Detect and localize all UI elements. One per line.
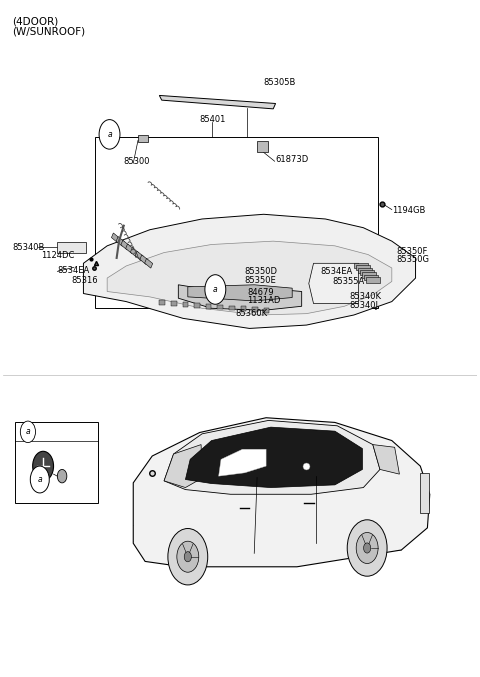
- Circle shape: [168, 529, 208, 585]
- Bar: [206, 304, 211, 309]
- Bar: [366, 278, 380, 283]
- Circle shape: [205, 275, 226, 304]
- Bar: [362, 272, 376, 278]
- Polygon shape: [203, 435, 257, 477]
- Text: 85355A: 85355A: [333, 277, 365, 286]
- Bar: [354, 263, 368, 268]
- Bar: [257, 141, 267, 152]
- Bar: [358, 267, 372, 273]
- Bar: [57, 242, 86, 253]
- Bar: [264, 308, 269, 313]
- Bar: [217, 305, 223, 309]
- Text: 85340B: 85340B: [12, 242, 45, 252]
- Text: a: a: [107, 130, 112, 139]
- Bar: [182, 302, 188, 307]
- Circle shape: [356, 533, 378, 563]
- Bar: [138, 135, 148, 141]
- Bar: [356, 265, 370, 270]
- Bar: [240, 307, 246, 311]
- Polygon shape: [188, 285, 292, 301]
- Circle shape: [177, 541, 199, 572]
- Text: a: a: [37, 475, 42, 484]
- Polygon shape: [159, 95, 276, 109]
- Bar: [96, 137, 378, 308]
- Polygon shape: [107, 241, 392, 315]
- Text: 1131AD: 1131AD: [247, 297, 280, 305]
- Bar: [144, 259, 153, 268]
- Polygon shape: [185, 427, 362, 487]
- Text: 85350E: 85350E: [245, 276, 276, 284]
- Text: 85305B: 85305B: [264, 77, 296, 87]
- Circle shape: [347, 520, 387, 576]
- Bar: [252, 307, 258, 312]
- Text: 85350F: 85350F: [396, 246, 428, 256]
- Polygon shape: [179, 285, 301, 310]
- Circle shape: [33, 452, 54, 481]
- Polygon shape: [164, 420, 380, 494]
- Bar: [14, 422, 97, 503]
- Text: 85340K: 85340K: [349, 292, 381, 301]
- Text: 61873D: 61873D: [276, 156, 309, 165]
- Text: 8534EA: 8534EA: [321, 267, 353, 276]
- Bar: [131, 248, 138, 257]
- Text: (4DOOR): (4DOOR): [12, 16, 59, 26]
- Bar: [420, 473, 429, 513]
- Text: 85316: 85316: [72, 276, 98, 284]
- Bar: [111, 233, 120, 242]
- Polygon shape: [309, 263, 359, 303]
- Bar: [116, 236, 124, 246]
- Polygon shape: [84, 215, 416, 328]
- Text: a: a: [25, 427, 30, 437]
- Bar: [135, 251, 143, 261]
- Text: 85300: 85300: [124, 157, 150, 166]
- Circle shape: [99, 120, 120, 149]
- Bar: [194, 303, 200, 307]
- Bar: [140, 255, 148, 265]
- Text: (W/SUNROOF): (W/SUNROOF): [12, 27, 85, 37]
- Circle shape: [20, 421, 36, 443]
- Bar: [171, 301, 177, 306]
- Polygon shape: [373, 445, 399, 474]
- Text: 84679: 84679: [247, 288, 274, 297]
- Circle shape: [363, 543, 371, 553]
- Circle shape: [30, 466, 49, 493]
- Text: 85401: 85401: [200, 115, 226, 124]
- Text: 85340J: 85340J: [349, 301, 378, 310]
- Text: 8534EA: 8534EA: [57, 265, 90, 274]
- Bar: [229, 305, 235, 310]
- Text: a: a: [213, 285, 217, 294]
- Bar: [121, 240, 129, 250]
- Text: 1124DC: 1124DC: [41, 251, 74, 261]
- Text: 85350D: 85350D: [245, 267, 278, 276]
- Circle shape: [184, 552, 192, 562]
- Circle shape: [57, 469, 67, 483]
- Bar: [159, 300, 165, 305]
- Polygon shape: [219, 450, 266, 476]
- Polygon shape: [164, 445, 202, 487]
- Bar: [126, 244, 134, 254]
- Text: 85350G: 85350G: [396, 255, 430, 264]
- Text: 85360K: 85360K: [235, 309, 267, 318]
- Polygon shape: [258, 433, 316, 477]
- Bar: [360, 270, 374, 276]
- Polygon shape: [133, 418, 430, 567]
- Text: 1194GB: 1194GB: [392, 206, 425, 215]
- Bar: [364, 275, 378, 280]
